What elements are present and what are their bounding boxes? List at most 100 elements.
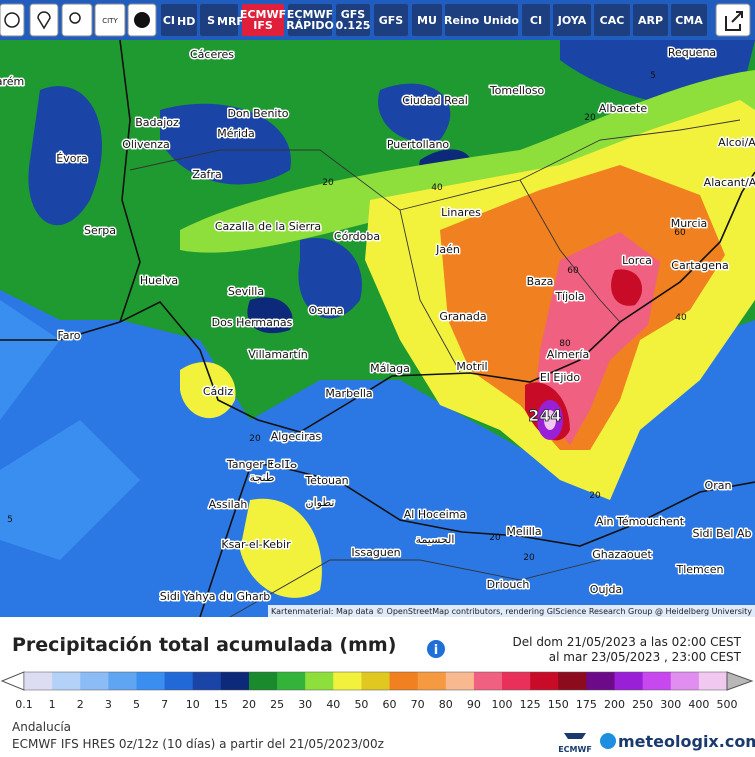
scale-label: 100 (492, 698, 513, 711)
place-label: Sidi Bel Ab (693, 527, 752, 540)
place-label: Málaga (370, 362, 410, 375)
contour-label: 20 (589, 491, 601, 501)
button-sub: IFS (253, 19, 273, 32)
model-button[interactable] (336, 4, 370, 36)
map[interactable] (0, 0, 755, 617)
scale-label: 90 (467, 698, 481, 711)
model-button[interactable] (553, 4, 591, 36)
scale-swatch (642, 672, 672, 690)
place-label: Dos Hermanas (212, 316, 293, 329)
scale-label: 2 (77, 698, 84, 711)
contour-label: 40 (675, 313, 687, 323)
info-icon[interactable] (427, 640, 445, 658)
icon-button[interactable] (94, 3, 126, 37)
contour-label: 60 (567, 266, 579, 276)
place-label: Requena (668, 46, 716, 59)
model-button[interactable] (671, 4, 707, 36)
button-label: S (207, 14, 215, 27)
share-icon (725, 11, 743, 31)
scale-label: 30 (298, 698, 312, 711)
scale-label: 175 (576, 698, 597, 711)
model-button[interactable] (200, 4, 238, 36)
scale-swatch (670, 672, 700, 690)
place-label: Tlemcen (675, 563, 723, 576)
scale-label: 50 (354, 698, 368, 711)
model-info: ECMWF IFS HRES 0z/12z (10 días) a partir… (12, 737, 384, 751)
scale-label: 15 (214, 698, 228, 711)
button-label: CMA (675, 14, 703, 27)
model-button[interactable] (161, 4, 197, 36)
place-label: Oujda (590, 583, 622, 596)
place-label: Cartagena (671, 259, 728, 272)
place-label: Badajoz (135, 116, 179, 129)
globe-icon (4, 12, 20, 28)
model-button[interactable] (594, 4, 630, 36)
button-label: GFS (341, 8, 366, 21)
place-label: طنجة (249, 471, 274, 484)
place-label: Ksar-el-Kebir (221, 538, 291, 551)
button-label: ECMWF (240, 8, 286, 21)
place-label: Tíjola (554, 290, 584, 303)
button-sub: RÁPIDO (286, 19, 334, 32)
button-label: Reino Unido (444, 14, 519, 27)
button-sub: HD (177, 15, 195, 28)
model-button[interactable] (633, 4, 668, 36)
place-label: Huelva (140, 274, 178, 287)
place-label: Don Benito (227, 107, 288, 120)
model-button[interactable] (522, 4, 550, 36)
scale-label: 7 (161, 698, 168, 711)
precip-area (28, 40, 755, 319)
scale-swatch (389, 672, 419, 690)
scale-label: 70 (411, 698, 425, 711)
attribution: Kartenmaterial: Map data © OpenStreetMap… (271, 607, 752, 616)
scale-label: 3 (105, 698, 112, 711)
model-button[interactable] (445, 4, 518, 36)
model-button[interactable] (374, 4, 408, 36)
contour-label: 20 (322, 178, 334, 188)
place-label: Ain Témouchent (596, 515, 685, 528)
icon-button[interactable] (0, 3, 25, 37)
place-label: Puertollano (387, 138, 450, 151)
place-label: Olivenza (122, 138, 170, 151)
place-label: Issaguen (351, 546, 400, 559)
model-button[interactable] (242, 4, 284, 36)
scale-label: 5 (133, 698, 140, 711)
place-label: Sidi Yahya du Gharb (160, 590, 270, 603)
button-label: ECMWF (287, 8, 333, 21)
region: Andalucía (12, 720, 71, 734)
contour-label: 60 (674, 228, 686, 238)
model-button[interactable] (288, 4, 332, 36)
scale-swatch (361, 672, 391, 690)
place-label: Mérida (217, 127, 255, 140)
scale-swatch (586, 672, 616, 690)
max-label: 244 (528, 406, 561, 425)
scale-label: 400 (688, 698, 709, 711)
button-label: GFS (379, 14, 404, 27)
ecmwf-text: ECMWF (558, 745, 592, 754)
place-label: Tomelloso (489, 84, 545, 97)
place-label: Almería (547, 348, 589, 361)
scale-swatch (220, 672, 250, 690)
scale-swatch (80, 672, 109, 690)
scale-swatch (614, 672, 644, 690)
scale-label: 125 (520, 698, 541, 711)
place-label: الحسيمة (416, 533, 455, 546)
place-label: Tanger ⵟⴰⵏⵊⴰ (226, 458, 297, 471)
place-label: Zafra (192, 168, 221, 181)
icon-button[interactable] (29, 3, 59, 37)
brand-logo (600, 733, 616, 749)
precip-area (0, 300, 140, 560)
button-label: CI (530, 14, 542, 27)
place-label: Ghazaouet (592, 548, 652, 561)
date-from: Del dom 21/05/2023 a las 02:00 CEST (513, 635, 742, 649)
place-label: Tetouan (304, 474, 348, 487)
scale-label: 250 (632, 698, 653, 711)
scale-label: 500 (717, 698, 738, 711)
model-button[interactable] (412, 4, 442, 36)
place-label: Oran (705, 479, 732, 492)
brand[interactable]: meteologix.com (618, 732, 755, 751)
scale-label: 10 (186, 698, 200, 711)
border (129, 119, 741, 617)
icon-button[interactable] (61, 3, 93, 37)
scale-swatch (192, 672, 222, 690)
